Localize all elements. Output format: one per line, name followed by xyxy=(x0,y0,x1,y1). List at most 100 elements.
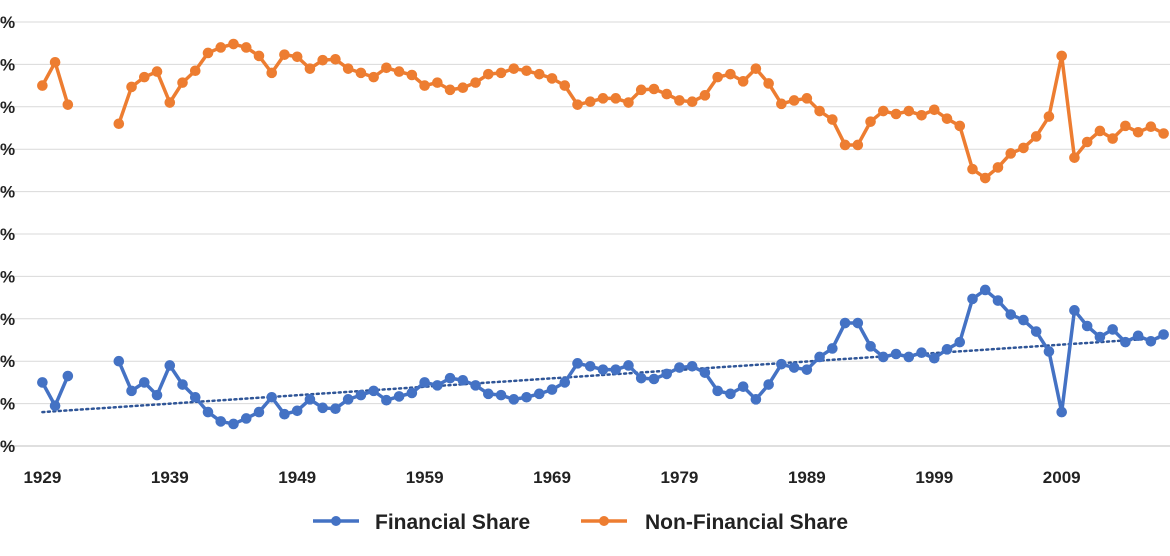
non-financial-share-point xyxy=(1132,126,1144,138)
non-financial-share-point xyxy=(559,80,571,91)
financial-share-point xyxy=(954,336,966,348)
non-financial-share-point xyxy=(1056,50,1067,62)
x-tick-label: 1999 xyxy=(915,468,953,487)
financial-share-point xyxy=(432,380,443,391)
financial-share-point xyxy=(686,360,698,372)
legend-item-financial-share: Financial Share xyxy=(313,511,530,534)
financial-share-point xyxy=(1069,305,1080,316)
series-layer xyxy=(37,38,1169,430)
non-financial-share-point xyxy=(699,90,711,101)
non-financial-share-point xyxy=(903,105,915,117)
financial-share-point xyxy=(1132,330,1144,342)
financial-share-point xyxy=(941,344,953,355)
legend-swatch-marker xyxy=(331,516,341,526)
financial-share-point xyxy=(737,381,749,392)
financial-share-point xyxy=(699,367,711,378)
non-financial-share-point xyxy=(712,71,723,83)
non-financial-share-point xyxy=(483,68,494,80)
y-tick-label: % xyxy=(0,352,15,371)
non-financial-share-point xyxy=(164,97,176,108)
non-financial-share-point xyxy=(1120,120,1131,132)
financial-share-point xyxy=(610,364,622,375)
non-financial-share-point xyxy=(189,65,201,77)
financial-share-point xyxy=(483,388,494,400)
financial-share-point xyxy=(189,391,201,403)
non-financial-share-point xyxy=(750,63,762,74)
y-tick-label: % xyxy=(0,55,15,74)
non-financial-share-point xyxy=(725,68,736,80)
financial-share-point xyxy=(393,391,405,402)
non-financial-share-point xyxy=(508,63,520,74)
financial-share-point xyxy=(814,351,825,363)
non-financial-share-point xyxy=(1043,111,1055,122)
financial-share-point xyxy=(890,348,902,360)
financial-share-point xyxy=(304,394,316,405)
financial-share-point xyxy=(1158,329,1169,340)
financial-share-point xyxy=(381,394,392,406)
financial-share-point xyxy=(62,370,74,382)
gridlines xyxy=(0,21,1170,447)
non-financial-share-point xyxy=(202,47,214,59)
financial-share-point xyxy=(725,388,736,400)
non-financial-share-point xyxy=(393,66,405,77)
non-financial-share-point xyxy=(215,42,227,53)
non-financial-share-point xyxy=(852,139,864,151)
non-financial-share-point xyxy=(954,120,966,132)
financial-share-point xyxy=(291,405,303,417)
financial-share-point xyxy=(330,403,341,414)
financial-share-point xyxy=(788,362,800,373)
financial-share-point xyxy=(916,347,927,359)
non-financial-share-point xyxy=(1030,131,1042,142)
financial-share-point xyxy=(648,373,660,385)
non-financial-share-point xyxy=(444,84,456,96)
x-tick-label: 1969 xyxy=(533,468,571,487)
non-financial-share-point xyxy=(839,139,851,151)
financial-share-point xyxy=(1018,314,1029,326)
financial-share-point xyxy=(406,387,418,399)
financial-share-point xyxy=(521,391,532,403)
financial-share-point xyxy=(368,385,379,397)
y-tick-label: % xyxy=(0,437,15,456)
financial-share-point xyxy=(750,394,762,405)
financial-share-point xyxy=(317,402,328,414)
non-financial-share-point xyxy=(674,95,685,106)
x-tick-label: 1989 xyxy=(788,468,826,487)
financial-share-point xyxy=(1107,324,1118,335)
non-financial-share-point xyxy=(470,77,481,88)
non-financial-share-point xyxy=(967,163,978,175)
financial-share-point xyxy=(444,372,456,384)
non-financial-share-point xyxy=(457,82,469,94)
non-financial-share-point xyxy=(648,83,660,95)
non-financial-share-point xyxy=(266,67,278,79)
financial-share-point xyxy=(967,293,978,305)
non-financial-share-point xyxy=(623,97,634,108)
financial-share-point xyxy=(865,341,876,352)
y-tick-label: % xyxy=(0,183,15,202)
financial-share-point xyxy=(508,394,520,405)
financial-share-point xyxy=(37,377,48,388)
financial-share-point xyxy=(635,372,647,384)
non-financial-share-point xyxy=(788,95,800,106)
financial-share-point xyxy=(202,406,214,418)
non-financial-share-point xyxy=(597,93,609,104)
non-financial-share-point xyxy=(928,104,940,116)
non-financial-share-point xyxy=(610,93,622,104)
non-financial-share-point xyxy=(776,98,787,110)
financial-share-point xyxy=(674,362,685,373)
y-tick-label: % xyxy=(0,13,15,32)
financial-share-point xyxy=(1005,309,1017,320)
y-tick-label: % xyxy=(0,98,15,117)
non-financial-share-point xyxy=(737,76,749,87)
non-financial-share-point xyxy=(37,80,48,91)
x-tick-label: 1949 xyxy=(278,468,316,487)
legend-label: Financial Share xyxy=(375,511,530,534)
x-axis-tick-labels: 1929 1939 1949 1959 1969 1979 1989 1999 2009 xyxy=(23,468,1080,487)
non-financial-share-point xyxy=(1107,133,1118,144)
non-financial-share-point xyxy=(279,49,290,60)
non-financial-share-point xyxy=(139,71,150,83)
financial-share-point xyxy=(470,380,481,391)
non-financial-share-point xyxy=(419,80,430,91)
non-financial-share-point xyxy=(49,56,61,68)
financial-share-point xyxy=(928,352,940,364)
non-financial-share-point xyxy=(992,162,1004,173)
